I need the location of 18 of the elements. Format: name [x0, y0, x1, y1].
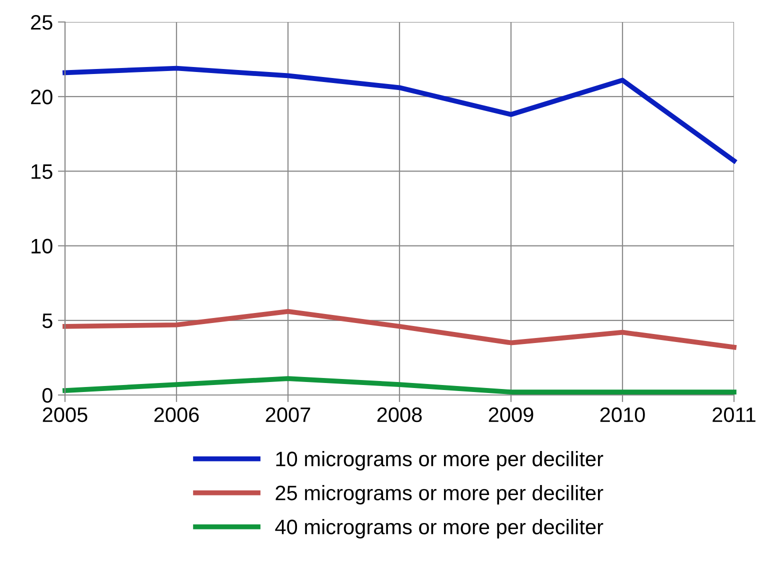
legend-label: 25 micrograms or more per deciliter	[276, 485, 604, 504]
line-series	[62, 66, 736, 164]
x-tick-label: 2007	[266, 407, 310, 422]
y-tick-label: 25	[31, 15, 52, 30]
y-tick-label: 15	[32, 164, 52, 179]
y-tick-label: 5	[42, 314, 52, 328]
legend-label: 40 micrograms or more per deciliter	[275, 519, 604, 538]
y-tick-label: 0	[42, 388, 52, 403]
line-series	[62, 309, 736, 350]
x-tick-label: 2010	[600, 407, 645, 422]
x-tick-label: 2005	[42, 407, 88, 422]
x-tick-label: 2009	[488, 407, 534, 422]
legend-label: 10 micrograms or more per deciliter	[276, 451, 604, 470]
y-tick-label: 20	[31, 90, 52, 104]
y-tick-label: 10	[32, 238, 52, 254]
x-tick-label: 2006	[154, 407, 199, 422]
x-tick-label: 2008	[377, 407, 422, 422]
x-tick-label: 2011	[712, 407, 756, 422]
